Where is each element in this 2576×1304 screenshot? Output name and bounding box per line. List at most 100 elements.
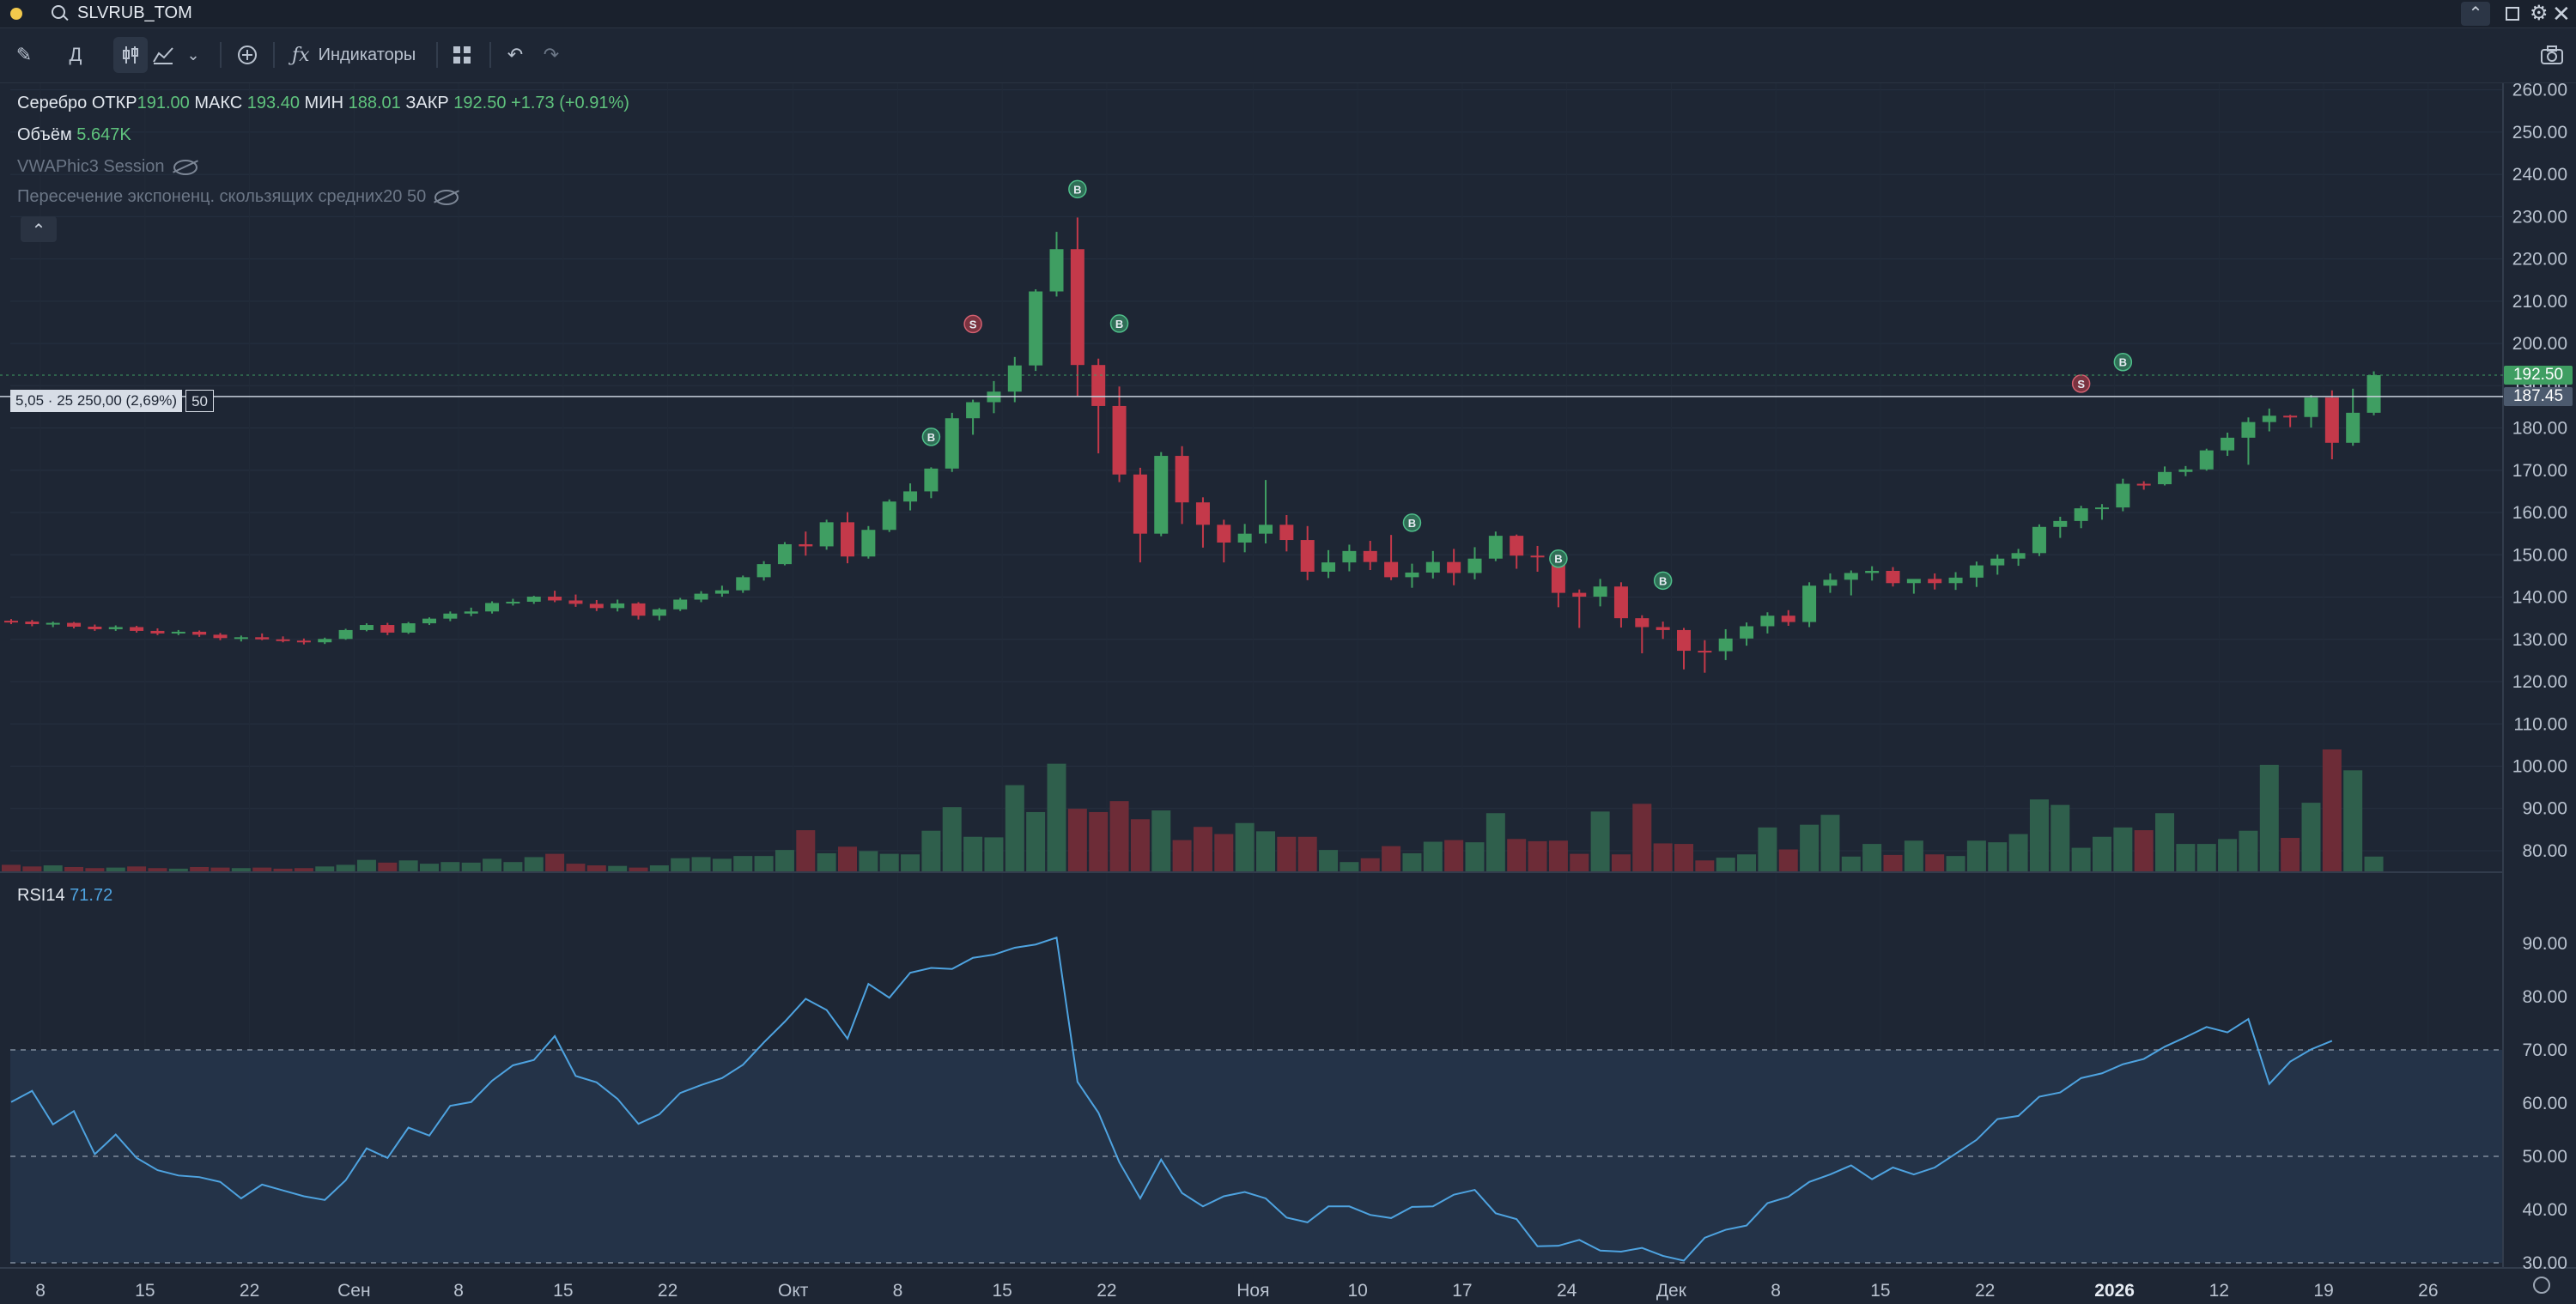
- rsi-tick-label: 90.00: [2522, 934, 2567, 954]
- candle-body: [213, 634, 228, 639]
- volume-bar: [1966, 840, 1986, 873]
- candle-body: [1844, 573, 1858, 580]
- volume-bar: [1507, 839, 1527, 873]
- candle-body: [1237, 533, 1252, 543]
- price-chart[interactable]: S B B B B B B S B 260.00 250.00 240.00 230.00 220.00…: [0, 83, 2576, 1304]
- signal-marker-label: S: [969, 318, 977, 331]
- volume-bar: [1841, 856, 1861, 873]
- candle-body: [1133, 474, 1147, 534]
- volume-bar: [1883, 854, 1903, 873]
- rsi-tick-label: 80.00: [2522, 987, 2567, 1007]
- candle-body: [2304, 397, 2318, 417]
- collapse-icon[interactable]: ⌃: [2461, 2, 2490, 26]
- ticker-title[interactable]: SLVRUB_TOM: [77, 3, 192, 22]
- time-tick-label: Дек: [1656, 1281, 1687, 1301]
- candle-body: [318, 639, 332, 643]
- candle-body: [2032, 526, 2046, 554]
- volume-bar: [190, 866, 210, 873]
- candle-body: [171, 631, 185, 634]
- price-tick-label: 140.00: [2512, 588, 2567, 608]
- candle-body: [2221, 437, 2235, 451]
- volume-bar: [2239, 830, 2258, 873]
- candle-body: [108, 627, 123, 629]
- signal-marker-label: B: [1073, 183, 1081, 196]
- volume-bar: [859, 851, 878, 873]
- area-chart-icon[interactable]: [148, 37, 179, 73]
- volume-bar: [1193, 827, 1212, 873]
- candle-body: [192, 631, 207, 635]
- candle-body: [1823, 579, 1838, 586]
- vwap-legend[interactable]: VWAPhic3 Session: [17, 157, 197, 177]
- candles-chart-icon[interactable]: [113, 37, 148, 73]
- pencil-icon[interactable]: ✎: [15, 44, 33, 65]
- redo-icon[interactable]: ↷: [543, 44, 560, 65]
- buy-signal-marker: [1653, 571, 1673, 591]
- volume-bar: [1047, 763, 1066, 873]
- volume-bar: [1946, 856, 1965, 873]
- volume-bar: [1297, 836, 1317, 873]
- candle-body: [1405, 572, 1419, 578]
- candle-body: [276, 639, 290, 641]
- price-tick-label: 90.00: [2522, 799, 2567, 819]
- volume-bar: [586, 865, 606, 873]
- search-icon[interactable]: [52, 5, 65, 19]
- rsi-tick-label: 70.00: [2522, 1040, 2567, 1060]
- volume-bar: [148, 868, 167, 873]
- candle-body: [2241, 422, 2256, 438]
- window-restore-icon[interactable]: [2506, 7, 2519, 21]
- volume-bar: [64, 866, 84, 873]
- candle-body: [1635, 618, 1649, 628]
- layout-grid-icon[interactable]: [447, 37, 477, 73]
- candle-body: [1049, 249, 1064, 292]
- volume-bar: [1611, 854, 1631, 873]
- candle-body: [736, 577, 750, 591]
- time-tick-label: 15: [993, 1281, 1012, 1301]
- volume-bar: [1235, 822, 1255, 873]
- volume-bar: [1778, 849, 1798, 873]
- candle-body: [1321, 562, 1336, 572]
- candle-body: [799, 543, 813, 547]
- time-tick-label: 22: [658, 1281, 677, 1301]
- price-tick-label: 110.00: [2513, 714, 2567, 734]
- candle-body: [1154, 456, 1169, 534]
- volume-bar: [1528, 840, 1547, 873]
- volume-bar: [2, 864, 21, 873]
- candle-body: [2011, 553, 2026, 559]
- eye-hidden-icon[interactable]: [173, 159, 197, 175]
- indicators-button[interactable]: ƒx Индикаторы: [287, 37, 424, 73]
- collapse-legend-button[interactable]: ⌃: [21, 216, 57, 242]
- candle-body: [2199, 450, 2214, 470]
- camera-icon[interactable]: [2535, 37, 2569, 73]
- volume-bar: [378, 862, 398, 873]
- volume-bar: [336, 864, 355, 873]
- timeframe-button[interactable]: Д: [60, 37, 91, 73]
- time-tick-label: 22: [240, 1281, 259, 1301]
- volume-bar: [1632, 804, 1652, 873]
- rsi-axis-ticks: 90.00 80.00 70.00 60.00 50.00 40.00 30.00: [2522, 934, 2567, 1273]
- volume-bar: [2322, 749, 2342, 873]
- volume-bar: [503, 862, 523, 873]
- time-tick-label: 8: [35, 1281, 46, 1301]
- gear-icon[interactable]: ⚙: [2530, 2, 2549, 25]
- candle-body: [2262, 415, 2276, 422]
- volume-bar: [273, 868, 293, 873]
- volume-bar: [420, 864, 439, 873]
- camera-glyph: [2541, 45, 2563, 64]
- undo-icon[interactable]: ↶: [507, 44, 524, 65]
- rsi-tick-label: 50.00: [2522, 1147, 2567, 1167]
- close-icon[interactable]: ✕: [2552, 1, 2571, 27]
- price-tick-label: 150.00: [2512, 545, 2567, 565]
- ema-cross-legend[interactable]: Пересечение экспоненц. скользящих средни…: [17, 187, 459, 207]
- candle-body: [841, 522, 854, 557]
- grid-glyph: [453, 46, 471, 64]
- eye-hidden-icon[interactable]: [434, 189, 459, 205]
- volume-bar: [43, 865, 63, 873]
- open-label: ОТКР: [91, 94, 137, 112]
- time-axis-settings-icon[interactable]: [2533, 1277, 2550, 1294]
- volume-bar: [85, 868, 105, 873]
- add-compare-icon[interactable]: [232, 37, 263, 73]
- rsi-tick-label: 60.00: [2522, 1094, 2567, 1113]
- candle-body: [2074, 508, 2088, 521]
- candle-body: [1530, 555, 1545, 558]
- chevron-down-icon[interactable]: ⌄: [186, 45, 200, 64]
